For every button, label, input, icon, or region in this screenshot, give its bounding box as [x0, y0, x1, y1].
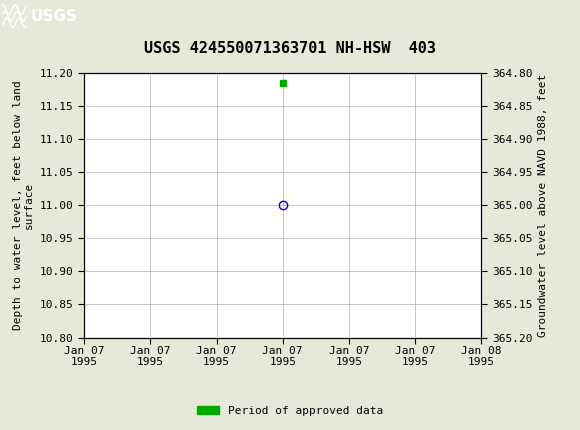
Text: USGS 424550071363701 NH-HSW  403: USGS 424550071363701 NH-HSW 403 [144, 41, 436, 56]
Legend: Period of approved data: Period of approved data [193, 401, 387, 420]
Y-axis label: Groundwater level above NAVD 1988, feet: Groundwater level above NAVD 1988, feet [538, 74, 548, 337]
Text: USGS: USGS [30, 9, 77, 24]
Y-axis label: Depth to water level, feet below land
surface: Depth to water level, feet below land su… [13, 80, 34, 330]
